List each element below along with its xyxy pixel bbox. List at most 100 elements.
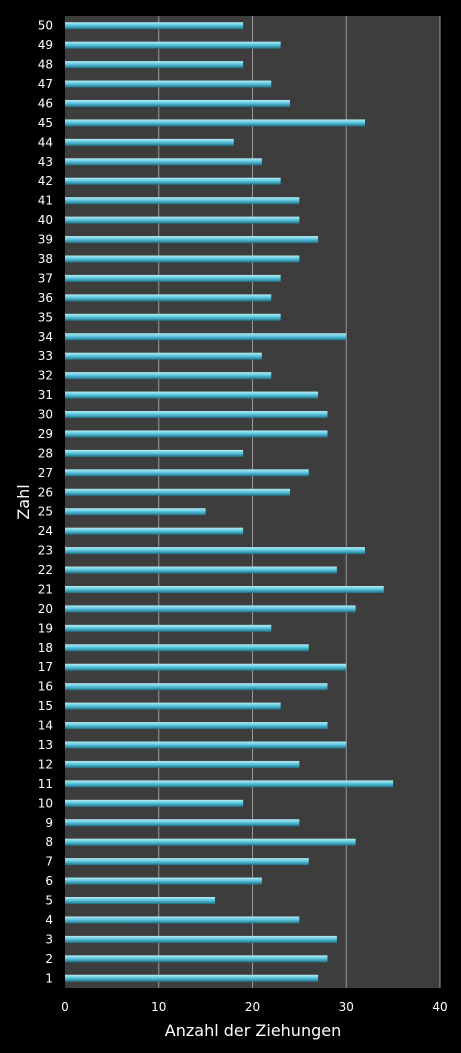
y-tick-label: 3 [45, 932, 53, 946]
y-tick-label: 49 [38, 38, 53, 52]
bar [65, 547, 365, 555]
bar [65, 488, 290, 496]
bar [65, 780, 394, 788]
y-tick-label: 11 [38, 777, 53, 791]
y-tick-label: 21 [38, 582, 53, 596]
y-tick-label: 48 [38, 58, 53, 72]
y-tick-label: 25 [38, 505, 53, 519]
bar [65, 508, 206, 516]
bar [65, 177, 281, 185]
bar [65, 197, 300, 205]
y-tick-label: 19 [38, 621, 53, 635]
bar [65, 313, 281, 321]
bar [65, 80, 272, 88]
y-tick-label: 5 [45, 894, 53, 908]
y-tick-label: 22 [38, 563, 53, 577]
bar [65, 119, 365, 127]
y-axis-tick-labels: 1234567891011121314151617181920212223242… [38, 19, 53, 986]
y-tick-label: 20 [38, 602, 53, 616]
y-axis-title: Zahl [14, 484, 33, 519]
y-tick-label: 40 [38, 213, 53, 227]
x-tick-label: 40 [432, 1000, 447, 1014]
y-tick-label: 38 [38, 252, 53, 266]
bar [65, 605, 356, 613]
bar [65, 838, 356, 846]
bar [65, 469, 309, 477]
x-tick-label: 0 [61, 1000, 69, 1014]
bar [65, 858, 309, 866]
bar [65, 722, 328, 730]
bar [65, 760, 300, 768]
bar [65, 99, 290, 107]
bar [65, 683, 328, 691]
bar [65, 372, 272, 380]
y-tick-label: 10 [38, 796, 53, 810]
bar [65, 294, 272, 302]
bar [65, 624, 272, 632]
y-tick-label: 33 [38, 349, 53, 363]
bar [65, 566, 337, 574]
bar [65, 22, 244, 30]
y-tick-label: 44 [38, 135, 53, 149]
y-tick-label: 23 [38, 544, 53, 558]
y-tick-label: 45 [38, 116, 53, 130]
bar [65, 663, 347, 671]
y-tick-label: 24 [38, 524, 53, 538]
bar [65, 352, 262, 360]
bar [65, 644, 309, 652]
bar [65, 158, 262, 166]
bar [65, 877, 262, 885]
y-tick-label: 4 [45, 913, 53, 927]
y-tick-label: 18 [38, 641, 53, 655]
y-tick-label: 8 [45, 835, 53, 849]
bar [65, 411, 328, 419]
x-tick-label: 10 [151, 1000, 166, 1014]
y-tick-label: 37 [38, 271, 53, 285]
bar [65, 236, 319, 244]
bar [65, 41, 281, 49]
bar [65, 255, 300, 263]
bar [65, 916, 300, 924]
bar [65, 333, 347, 341]
y-tick-label: 42 [38, 174, 53, 188]
y-tick-label: 32 [38, 369, 53, 383]
y-tick-label: 47 [38, 77, 53, 91]
bar [65, 935, 337, 943]
bars [65, 22, 394, 982]
x-tick-label: 30 [339, 1000, 354, 1014]
y-tick-label: 46 [38, 96, 53, 110]
y-tick-label: 39 [38, 233, 53, 247]
y-tick-label: 7 [45, 855, 53, 869]
x-axis-tick-labels: 0 10 20 30 40 [61, 1000, 447, 1014]
y-tick-label: 43 [38, 155, 53, 169]
y-tick-label: 14 [38, 719, 53, 733]
bar [65, 449, 244, 457]
bar [65, 61, 244, 69]
x-tick-label: 20 [245, 1000, 260, 1014]
bar [65, 897, 215, 905]
y-tick-label: 2 [45, 952, 53, 966]
x-axis-title: Anzahl der Ziehungen [165, 1021, 341, 1040]
bar [65, 216, 300, 224]
y-tick-label: 17 [38, 660, 53, 674]
bar [65, 702, 281, 710]
bar [65, 741, 347, 749]
y-tick-label: 27 [38, 466, 53, 480]
bar [65, 799, 244, 807]
y-tick-label: 34 [38, 330, 53, 344]
bar [65, 138, 234, 146]
bar [65, 274, 281, 282]
y-tick-label: 16 [38, 680, 53, 694]
bar [65, 819, 300, 827]
y-tick-label: 36 [38, 291, 53, 305]
y-tick-label: 26 [38, 485, 53, 499]
y-tick-label: 12 [38, 757, 53, 771]
y-tick-label: 31 [38, 388, 53, 402]
y-tick-label: 29 [38, 427, 53, 441]
bar [65, 955, 328, 963]
y-tick-label: 50 [38, 19, 53, 33]
y-tick-label: 41 [38, 194, 53, 208]
bar [65, 430, 328, 438]
y-tick-label: 9 [45, 816, 53, 830]
